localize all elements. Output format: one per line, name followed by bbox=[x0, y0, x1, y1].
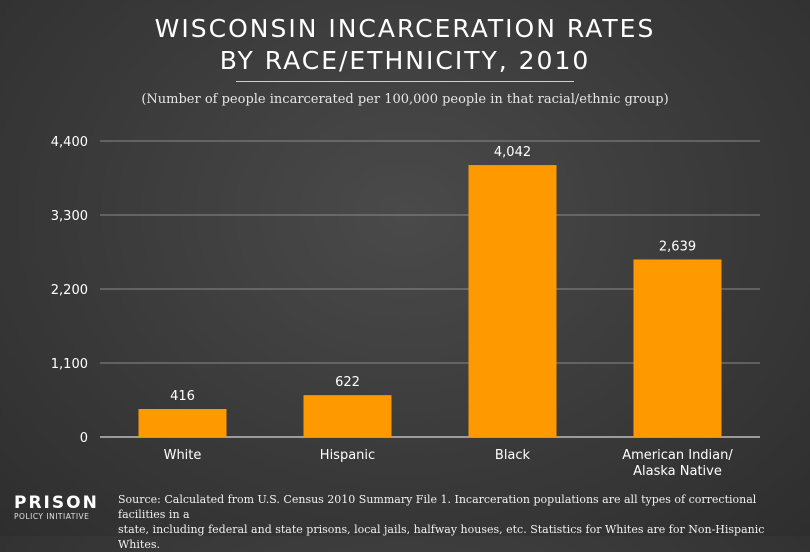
y-tick-label: 2,200 bbox=[51, 283, 88, 298]
source-note: Source: Calculated from U.S. Census 2010… bbox=[118, 492, 798, 552]
bar-value-label: 4,042 bbox=[494, 145, 531, 160]
logo-main-text: PRISON bbox=[14, 493, 99, 513]
x-category-label: Black bbox=[495, 448, 531, 463]
chart-subtitle: (Number of people incarcerated per 100,0… bbox=[141, 92, 669, 107]
x-category-label: Alaska Native bbox=[633, 464, 722, 479]
y-tick-label: 4,400 bbox=[51, 135, 88, 150]
title-underline bbox=[236, 81, 574, 82]
chart-title-line-2: BY RACE/ETHNICITY, 2010 bbox=[219, 46, 591, 75]
bar-value-label: 622 bbox=[335, 375, 360, 390]
bar bbox=[633, 259, 722, 437]
y-tick-label: 3,300 bbox=[51, 209, 88, 224]
x-category-label: White bbox=[164, 448, 202, 463]
bar-chart: 0 1,100 2,200 3,300 4,400 416 White 622 Hispanic… bbox=[51, 135, 760, 479]
bar bbox=[303, 395, 392, 437]
y-tick-label: 0 bbox=[80, 431, 88, 446]
chart-title-line-1: WISCONSIN INCARCERATION RATES bbox=[154, 14, 656, 43]
bar bbox=[468, 165, 557, 438]
source-line-1: Source: Calculated from U.S. Census 2010… bbox=[118, 493, 757, 521]
prison-policy-initiative-logo: PRISON POLICY INITIATIVE bbox=[14, 494, 104, 522]
logo-sub-text: POLICY INITIATIVE bbox=[14, 512, 90, 521]
x-category-label: American Indian/ bbox=[622, 448, 733, 463]
y-tick-label: 1,100 bbox=[51, 357, 88, 372]
bar bbox=[138, 409, 227, 437]
source-line-2: state, including federal and state priso… bbox=[118, 523, 765, 551]
x-category-label: Hispanic bbox=[320, 448, 375, 463]
bar-value-label: 416 bbox=[170, 389, 195, 404]
bar-value-label: 2,639 bbox=[659, 239, 696, 254]
